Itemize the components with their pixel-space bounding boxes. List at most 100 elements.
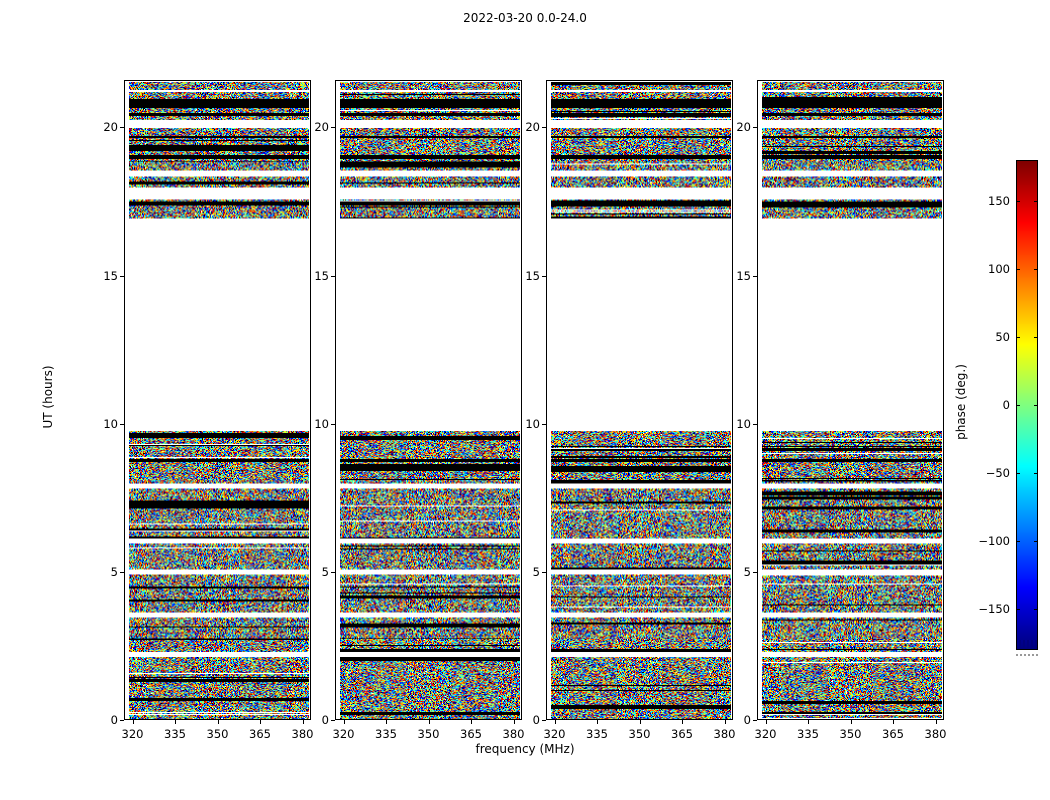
y-tick-label: 20 — [525, 120, 540, 135]
colorbar-tick-mark — [1016, 473, 1020, 475]
x-tick-label: 380 — [502, 727, 525, 741]
panel-xx: XX, V1*V7=EA27*EA24 — [124, 80, 311, 720]
y-axis-label: UT (hours) — [41, 365, 55, 429]
y-tick-label: 10 — [525, 416, 540, 431]
y-tick-label: 10 — [314, 416, 329, 431]
y-tick-mark — [331, 275, 335, 277]
x-tick-label: 380 — [713, 727, 736, 741]
colorbar-tick-mark — [1034, 609, 1038, 611]
colorbar-tick-mark — [1016, 541, 1020, 543]
x-tick-label: 380 — [291, 727, 314, 741]
heatmap-yy — [336, 81, 521, 719]
colorbar-tick-mark — [1016, 336, 1020, 338]
x-tick-label: 320 — [121, 727, 144, 741]
y-tick-mark — [542, 720, 546, 721]
y-tick-label: 15 — [525, 268, 540, 283]
x-tick-label: 365 — [671, 727, 693, 741]
colorbar-tick-mark — [1016, 405, 1020, 406]
y-tick-label: 15 — [103, 268, 118, 283]
y-tick-mark — [120, 275, 124, 277]
y-tick-label: 5 — [110, 564, 118, 579]
y-tick-label: 0 — [532, 713, 540, 727]
x-tick-label: 335 — [164, 727, 186, 741]
y-tick-label: 5 — [743, 564, 751, 579]
figure-suptitle: 2022-03-20 0.0-24.0 — [463, 11, 587, 25]
y-tick-label: 15 — [314, 268, 329, 283]
x-tick-label: 365 — [460, 727, 482, 741]
y-tick-mark — [542, 127, 546, 129]
panel-xy: XY, V1*V7=EA27*EA24 — [546, 80, 733, 720]
y-tick-mark — [542, 423, 546, 425]
colorbar-tick-label: 50 — [995, 329, 1010, 344]
x-tick-label: 320 — [754, 727, 777, 741]
x-tick-label: 320 — [543, 727, 566, 741]
x-tick-label: 335 — [797, 727, 819, 741]
colorbar-tick-label: 0 — [1002, 398, 1010, 412]
x-tick-mark — [217, 720, 219, 724]
x-tick-mark — [513, 720, 515, 724]
colorbar-bottom-cap — [1016, 640, 1038, 649]
x-tick-mark — [935, 720, 937, 724]
panel-yy: YY, V1*V7=EA27*EA24 — [335, 80, 522, 720]
x-tick-label: 335 — [375, 727, 397, 741]
x-tick-label: 350 — [206, 727, 229, 741]
colorbar-tick-mark — [1034, 200, 1038, 202]
y-tick-mark — [331, 127, 335, 129]
x-tick-label: 365 — [249, 727, 271, 741]
y-tick-mark — [542, 571, 546, 573]
x-tick-label: 365 — [882, 727, 904, 741]
y-tick-mark — [753, 720, 757, 721]
x-tick-mark — [808, 720, 809, 724]
colorbar-tick-mark — [1016, 200, 1020, 202]
y-tick-mark — [120, 720, 124, 721]
heatmap-yx — [758, 81, 943, 719]
y-tick-mark — [331, 571, 335, 573]
colorbar-tick-label: −150 — [978, 602, 1010, 617]
y-tick-label: 15 — [736, 268, 751, 283]
colorbar-tick-label: −100 — [978, 534, 1010, 549]
x-tick-mark — [302, 720, 304, 724]
colorbar-tick-mark — [1034, 268, 1038, 270]
y-tick-label: 20 — [736, 120, 751, 135]
x-tick-label: 380 — [924, 727, 947, 741]
colorbar-tick-mark — [1034, 405, 1038, 406]
x-tick-mark — [343, 720, 345, 724]
colorbar-tick-mark — [1016, 609, 1020, 611]
colorbar-tick-mark — [1034, 473, 1038, 475]
y-tick-label: 20 — [103, 120, 118, 135]
y-tick-mark — [331, 720, 335, 721]
y-tick-mark — [120, 423, 124, 425]
y-tick-label: 0 — [743, 713, 751, 727]
x-tick-mark — [554, 720, 556, 724]
y-tick-mark — [120, 127, 124, 129]
x-tick-mark — [175, 720, 176, 724]
x-tick-mark — [639, 720, 641, 724]
y-tick-label: 5 — [321, 564, 329, 579]
y-tick-mark — [542, 275, 546, 277]
y-tick-label: 10 — [736, 416, 751, 431]
heatmap-xx — [125, 81, 310, 719]
x-tick-mark — [597, 720, 598, 724]
x-tick-mark — [893, 720, 894, 724]
x-tick-label: 350 — [839, 727, 862, 741]
x-tick-mark — [471, 720, 472, 724]
colorbar-tick-label: 100 — [988, 261, 1010, 276]
y-tick-label: 20 — [314, 120, 329, 135]
colorbar-tick-label: 150 — [988, 193, 1010, 208]
heatmap-xy — [547, 81, 732, 719]
y-tick-mark — [753, 423, 757, 425]
y-tick-mark — [753, 571, 757, 573]
y-tick-label: 10 — [103, 416, 118, 431]
colorbar-tick-mark — [1034, 336, 1038, 338]
x-tick-label: 335 — [586, 727, 608, 741]
x-axis-label: frequency (MHz) — [475, 742, 575, 756]
x-tick-mark — [260, 720, 261, 724]
y-tick-label: 0 — [110, 713, 118, 727]
x-tick-mark — [850, 720, 852, 724]
x-tick-label: 320 — [332, 727, 355, 741]
x-tick-mark — [682, 720, 683, 724]
y-tick-label: 0 — [321, 713, 329, 727]
x-tick-label: 350 — [628, 727, 651, 741]
colorbar-tick-label: −50 — [985, 466, 1010, 481]
